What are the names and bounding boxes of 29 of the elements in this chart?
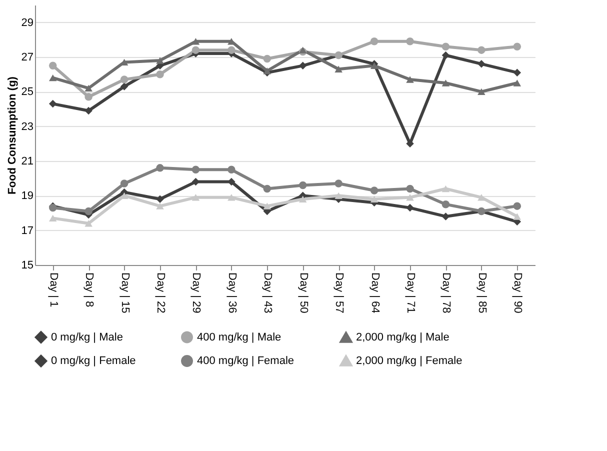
x-tick-label: Day | 15	[118, 272, 131, 314]
y-tick-label: 15	[21, 260, 34, 272]
x-tick-label: Day | 85	[476, 272, 488, 314]
x-tick-label: Day | 57	[333, 272, 346, 314]
x-tick-label: Day | 71	[404, 272, 416, 314]
y-tick-label: 27	[21, 52, 34, 64]
y-tick-label: 21	[21, 156, 34, 168]
legend-label: 400 mg/kg | Female	[197, 355, 294, 367]
x-tick-label: Day | 43	[262, 272, 274, 314]
x-tick-label: Day | 64	[368, 272, 381, 314]
y-tick-label: 23	[21, 120, 34, 133]
legend-label: 2,000 mg/kg | Male	[356, 332, 450, 344]
legend-label: 0 mg/kg | Male	[51, 331, 123, 344]
y-tick-label: 29	[21, 16, 34, 29]
y-tick-label: 19	[21, 190, 34, 202]
y-axis-title: Food Consumption (g)	[6, 76, 18, 194]
x-tick-label: Day | 29	[190, 272, 202, 314]
x-tick-label: Day | 8	[83, 272, 96, 308]
x-tick-label: Day | 78	[440, 272, 452, 314]
x-tick-label: Day | 1	[47, 272, 60, 308]
x-tick-label: Day | 36	[226, 272, 238, 314]
x-tick-label: Day | 50	[297, 272, 310, 314]
y-tick-label: 25	[21, 86, 34, 98]
legend-label: 0 mg/kg | Female	[51, 355, 136, 367]
x-tick-label: Day | 22	[154, 272, 166, 314]
legend-label: 2,000 mg/kg | Female	[356, 355, 462, 367]
x-tick-label: Day | 90	[512, 272, 524, 314]
legend-label: 400 mg/kg | Male	[197, 331, 282, 344]
y-tick-label: 17	[21, 224, 34, 237]
